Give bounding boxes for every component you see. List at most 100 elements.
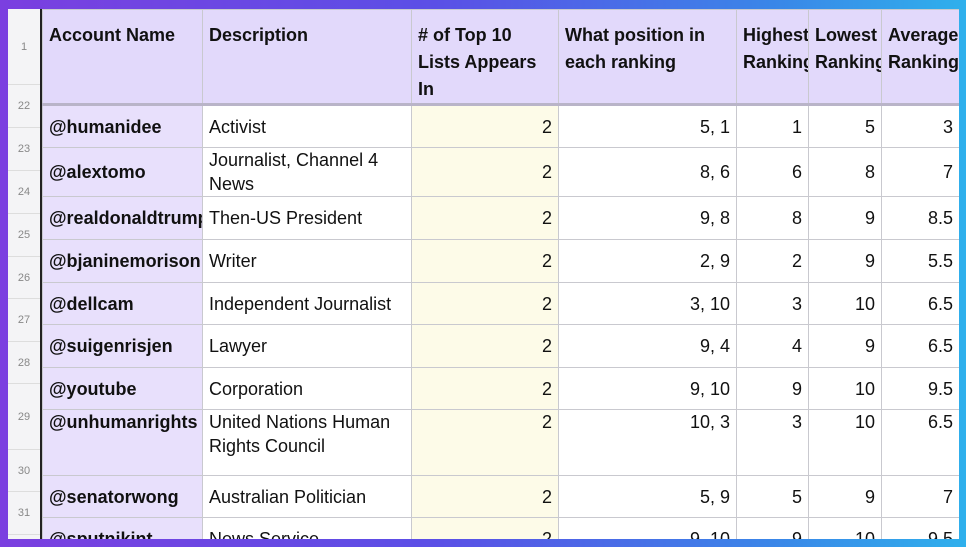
row-number[interactable]: 24 xyxy=(8,171,40,214)
row-number[interactable]: 23 xyxy=(8,128,40,171)
cell-lowest[interactable]: 9 xyxy=(808,196,882,240)
row-number-gutter: 1 22 23 24 25 26 27 28 29 30 31 xyxy=(8,9,42,539)
cell-lowest[interactable]: 9 xyxy=(808,239,882,283)
cell-count[interactable]: 2 xyxy=(411,147,559,197)
header-description[interactable]: Description xyxy=(202,9,412,106)
cell-account[interactable]: @suigenrisjen xyxy=(42,324,203,368)
cell-lowest[interactable]: 10 xyxy=(808,367,882,410)
cell-average[interactable]: 6.5 xyxy=(881,324,959,368)
cell-count[interactable]: 2 xyxy=(411,475,559,518)
table-row: @realdonaldtrump Then-US President 2 9, … xyxy=(42,196,959,240)
cell-highest[interactable]: 1 xyxy=(736,104,809,148)
cell-highest[interactable]: 8 xyxy=(736,196,809,240)
cell-lowest[interactable]: 10 xyxy=(808,282,882,325)
row-number[interactable]: 1 xyxy=(8,9,40,85)
table-row: @youtube Corporation 2 9, 10 9 10 9.5 xyxy=(42,367,959,410)
row-number[interactable]: 27 xyxy=(8,299,40,342)
cell-account[interactable]: @bjaninemorison xyxy=(42,239,203,283)
cell-description[interactable]: Writer xyxy=(202,239,412,283)
cell-description[interactable]: Activist xyxy=(202,104,412,148)
cell-description[interactable]: News Service xyxy=(202,517,412,539)
cell-lowest[interactable]: 10 xyxy=(808,517,882,539)
cell-highest[interactable]: 3 xyxy=(736,282,809,325)
cell-description[interactable]: Independent Journalist xyxy=(202,282,412,325)
cell-positions[interactable]: 9, 10 xyxy=(558,517,737,539)
cell-account[interactable]: @humanidee xyxy=(42,104,203,148)
row-number[interactable]: 22 xyxy=(8,85,40,128)
row-number[interactable]: 26 xyxy=(8,257,40,299)
cell-account[interactable]: @unhumanrights xyxy=(42,409,203,476)
data-table: Account Name Description # of Top 10 Lis… xyxy=(42,9,959,539)
cell-account[interactable]: @dellcam xyxy=(42,282,203,325)
row-number[interactable]: 31 xyxy=(8,492,40,535)
cell-average[interactable]: 7 xyxy=(881,475,959,518)
cell-description[interactable]: Journalist, Channel 4 News xyxy=(202,147,412,197)
row-number[interactable]: 28 xyxy=(8,342,40,384)
cell-positions[interactable]: 5, 9 xyxy=(558,475,737,518)
cell-positions[interactable]: 9, 8 xyxy=(558,196,737,240)
cell-count[interactable]: 2 xyxy=(411,239,559,283)
cell-positions[interactable]: 9, 4 xyxy=(558,324,737,368)
cell-highest[interactable]: 9 xyxy=(736,517,809,539)
cell-average[interactable]: 7 xyxy=(881,147,959,197)
cell-highest[interactable]: 5 xyxy=(736,475,809,518)
cell-positions[interactable]: 10, 3 xyxy=(558,409,737,476)
cell-account[interactable]: @senatorwong xyxy=(42,475,203,518)
cell-count[interactable]: 2 xyxy=(411,409,559,476)
table-row: @dellcam Independent Journalist 2 3, 10 … xyxy=(42,282,959,325)
cell-description[interactable]: Then-US President xyxy=(202,196,412,240)
cell-positions[interactable]: 5, 1 xyxy=(558,104,737,148)
row-number[interactable]: 25 xyxy=(8,214,40,257)
cell-count[interactable]: 2 xyxy=(411,324,559,368)
cell-positions[interactable]: 9, 10 xyxy=(558,367,737,410)
cell-highest[interactable]: 3 xyxy=(736,409,809,476)
cell-account[interactable]: @youtube xyxy=(42,367,203,410)
cell-highest[interactable]: 2 xyxy=(736,239,809,283)
header-average-ranking[interactable]: Average Ranking xyxy=(881,9,959,106)
table-row: @unhumanrights United Nations Human Righ… xyxy=(42,409,959,476)
cell-average[interactable]: 5.5 xyxy=(881,239,959,283)
table-row: @senatorwong Australian Politician 2 5, … xyxy=(42,475,959,518)
header-positions[interactable]: What position in each ranking xyxy=(558,9,737,106)
cell-positions[interactable]: 2, 9 xyxy=(558,239,737,283)
cell-highest[interactable]: 4 xyxy=(736,324,809,368)
cell-positions[interactable]: 8, 6 xyxy=(558,147,737,197)
cell-lowest[interactable]: 8 xyxy=(808,147,882,197)
cell-count[interactable]: 2 xyxy=(411,104,559,148)
cell-count[interactable]: 2 xyxy=(411,282,559,325)
cell-average[interactable]: 3 xyxy=(881,104,959,148)
cell-account[interactable]: @alextomo xyxy=(42,147,203,197)
cell-average[interactable]: 9.5 xyxy=(881,367,959,410)
header-highest-ranking[interactable]: Highest Ranking xyxy=(736,9,809,106)
cell-account[interactable]: @realdonaldtrump xyxy=(42,196,203,240)
cell-average[interactable]: 6.5 xyxy=(881,282,959,325)
row-number[interactable]: 30 xyxy=(8,450,40,492)
cell-description[interactable]: United Nations Human Rights Council xyxy=(202,409,412,476)
cell-account[interactable]: @sputnikint xyxy=(42,517,203,539)
cell-lowest[interactable]: 5 xyxy=(808,104,882,148)
cell-highest[interactable]: 6 xyxy=(736,147,809,197)
table-row: @sputnikint News Service 2 9, 10 9 10 9.… xyxy=(42,517,959,539)
table-row: @alextomo Journalist, Channel 4 News 2 8… xyxy=(42,147,959,197)
cell-description[interactable]: Australian Politician xyxy=(202,475,412,518)
cell-count[interactable]: 2 xyxy=(411,517,559,539)
cell-average[interactable]: 6.5 xyxy=(881,409,959,476)
header-lowest-ranking[interactable]: Lowest Ranking xyxy=(808,9,882,106)
header-row: Account Name Description # of Top 10 Lis… xyxy=(42,9,959,106)
table-row: @bjaninemorison Writer 2 2, 9 2 9 5.5 xyxy=(42,239,959,283)
spreadsheet-window: 1 22 23 24 25 26 27 28 29 30 31 Account … xyxy=(8,9,959,539)
cell-description[interactable]: Lawyer xyxy=(202,324,412,368)
cell-average[interactable]: 9.5 xyxy=(881,517,959,539)
cell-average[interactable]: 8.5 xyxy=(881,196,959,240)
cell-count[interactable]: 2 xyxy=(411,196,559,240)
cell-description[interactable]: Corporation xyxy=(202,367,412,410)
cell-highest[interactable]: 9 xyxy=(736,367,809,410)
cell-count[interactable]: 2 xyxy=(411,367,559,410)
header-account-name[interactable]: Account Name xyxy=(42,9,203,106)
cell-positions[interactable]: 3, 10 xyxy=(558,282,737,325)
cell-lowest[interactable]: 9 xyxy=(808,324,882,368)
cell-lowest[interactable]: 10 xyxy=(808,409,882,476)
row-number[interactable]: 29 xyxy=(8,384,40,450)
header-list-count[interactable]: # of Top 10 Lists Appears In xyxy=(411,9,559,106)
cell-lowest[interactable]: 9 xyxy=(808,475,882,518)
